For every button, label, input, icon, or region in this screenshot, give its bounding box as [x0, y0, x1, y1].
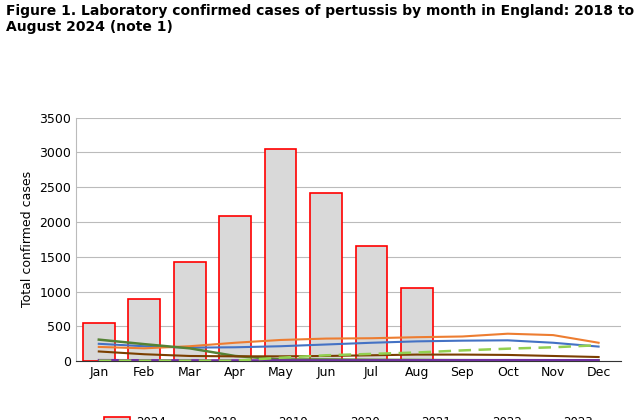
Bar — [356, 246, 387, 361]
Bar — [174, 262, 205, 361]
Bar — [219, 216, 251, 361]
Y-axis label: Total confirmed cases: Total confirmed cases — [21, 171, 34, 307]
Bar — [310, 193, 342, 361]
Bar — [264, 149, 297, 361]
Text: Figure 1. Laboratory confirmed cases of pertussis by month in England: 2018 to
A: Figure 1. Laboratory confirmed cases of … — [6, 4, 634, 34]
Bar — [128, 299, 160, 361]
Bar — [83, 323, 115, 361]
Legend: 2024, 2018, 2019, 2020, 2021, 2022, 2023: 2024, 2018, 2019, 2020, 2021, 2022, 2023 — [100, 411, 598, 420]
Bar — [401, 289, 433, 361]
